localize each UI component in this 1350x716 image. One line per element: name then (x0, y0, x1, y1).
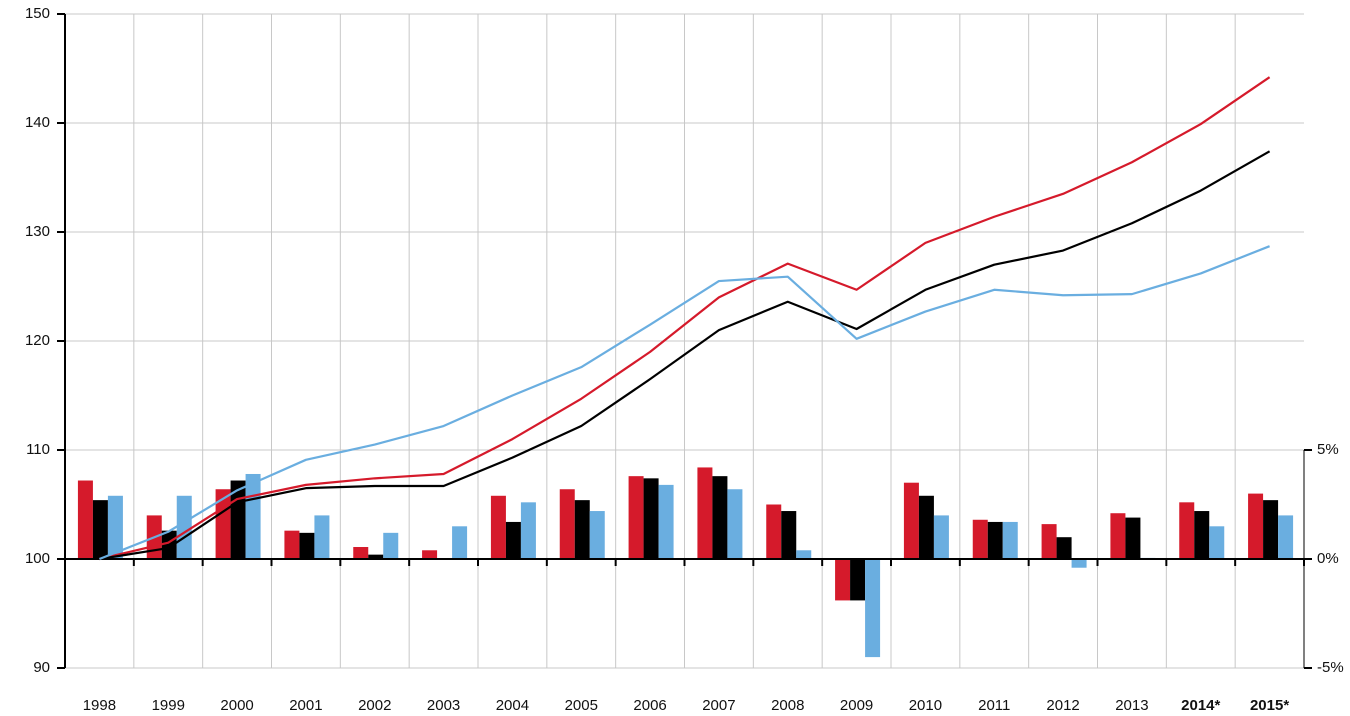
x-tick-label: 2000 (220, 697, 253, 714)
line-series (99, 150, 1271, 561)
bar (520, 502, 536, 559)
bar (1263, 500, 1279, 559)
bar (422, 550, 438, 559)
bar (1110, 513, 1126, 559)
bar (107, 495, 123, 559)
bar (835, 559, 851, 601)
bar (574, 500, 590, 559)
x-tick-label: 2013 (1115, 697, 1148, 714)
x-tick-label: 1999 (152, 697, 185, 714)
bar (383, 532, 399, 559)
bar (1248, 493, 1264, 559)
bar (161, 530, 177, 559)
bar (903, 482, 919, 559)
y-tick-label: 130 (25, 223, 50, 240)
y-tick-label: 120 (25, 332, 50, 349)
x-tick-label: 2006 (633, 697, 666, 714)
bar (1056, 537, 1072, 559)
bar (314, 515, 330, 559)
x-tick-label: 2008 (771, 697, 804, 714)
bar (933, 515, 949, 559)
y-tick-label: 150 (25, 5, 50, 22)
bar (77, 480, 93, 559)
bar (1278, 515, 1294, 559)
bar (353, 547, 369, 559)
bar (1002, 521, 1018, 559)
x-tick-label: 2007 (702, 697, 735, 714)
bar (766, 504, 782, 559)
x-tick-label: 2002 (358, 697, 391, 714)
bar (796, 550, 812, 559)
bar (697, 467, 713, 559)
bar (865, 559, 881, 658)
bar (850, 559, 866, 601)
x-tick-label: 2005 (565, 697, 598, 714)
y2-tick-label: 0% (1317, 550, 1339, 567)
bar (781, 511, 797, 559)
bar (1194, 511, 1210, 559)
bar (1179, 502, 1195, 559)
bar (918, 495, 934, 559)
x-tick-label: 2011 (978, 697, 1010, 714)
y-tick-label: 140 (25, 114, 50, 131)
bar (972, 519, 988, 559)
y-tick-label: 100 (25, 550, 50, 567)
bar (92, 500, 108, 559)
x-tick-label: 2014* (1181, 697, 1220, 714)
bar (628, 476, 644, 559)
bar (658, 484, 674, 559)
bar (299, 532, 315, 559)
bar (1071, 559, 1087, 568)
bar (1041, 524, 1057, 559)
bar (1209, 526, 1225, 559)
line-series (99, 245, 1270, 561)
x-tick-label: 2001 (289, 697, 322, 714)
bar (643, 478, 659, 559)
bar (452, 526, 468, 559)
y-tick-label: 90 (33, 659, 50, 676)
x-tick-label: 2012 (1046, 697, 1079, 714)
bar (368, 554, 384, 559)
y2-tick-label: -5% (1317, 659, 1344, 676)
y2-tick-label: 5% (1317, 441, 1339, 458)
bar (284, 530, 300, 559)
bar (987, 521, 1003, 559)
x-tick-label: 2015* (1250, 697, 1289, 714)
x-tick-label: 2004 (496, 697, 529, 714)
bar (490, 495, 506, 559)
x-tick-label: 1998 (83, 697, 116, 714)
x-tick-label: 2009 (840, 697, 873, 714)
x-tick-label: 2003 (427, 697, 460, 714)
bar (559, 489, 575, 559)
bar (505, 521, 521, 559)
line-series (99, 76, 1271, 561)
bar (727, 489, 743, 559)
y-tick-label: 110 (26, 441, 50, 458)
bar (712, 476, 728, 559)
bar (176, 495, 192, 559)
x-tick-label: 2010 (909, 697, 942, 714)
bar (1125, 517, 1141, 559)
bar (589, 511, 605, 559)
